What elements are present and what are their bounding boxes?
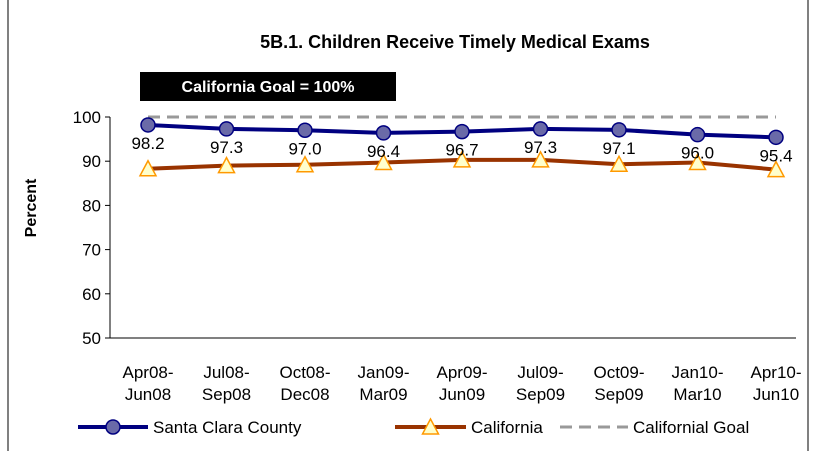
x-tick-label: Oct08-Dec08 bbox=[279, 363, 330, 404]
data-label: 96.7 bbox=[445, 141, 478, 160]
data-label: 96.0 bbox=[681, 144, 714, 163]
point-marker bbox=[452, 150, 472, 168]
y-tick-label: 80 bbox=[82, 196, 101, 215]
point-marker bbox=[611, 122, 627, 138]
x-tick-label: Apr10-Jun10 bbox=[750, 363, 801, 404]
data-label: 97.0 bbox=[288, 139, 321, 158]
x-tick-label: Jan10-Mar10 bbox=[672, 363, 724, 404]
point-marker bbox=[374, 152, 393, 171]
y-tick-label: 50 bbox=[82, 329, 101, 348]
legend-label: California bbox=[471, 418, 543, 437]
point-marker bbox=[140, 117, 156, 133]
annotation-box bbox=[140, 72, 396, 101]
data-label: 97.1 bbox=[602, 139, 635, 158]
x-tick-label: Oct09-Sep09 bbox=[593, 363, 644, 404]
point-marker bbox=[217, 156, 236, 174]
y-tick-label: 60 bbox=[82, 285, 101, 304]
point-marker bbox=[531, 150, 550, 168]
data-label: 98.2 bbox=[131, 134, 164, 153]
y-axis-label: Percent bbox=[23, 178, 40, 237]
x-tick-label: Apr09-Jun09 bbox=[436, 363, 487, 404]
point-marker bbox=[532, 121, 549, 137]
data-label: 97.3 bbox=[524, 138, 557, 157]
x-tick-label: Jul09-Sep09 bbox=[516, 363, 565, 404]
x-tick-label: Jul08-Sep08 bbox=[202, 363, 251, 404]
legend-label: Santa Clara County bbox=[153, 418, 302, 437]
legend-label: Californial Goal bbox=[633, 418, 749, 437]
point-marker bbox=[768, 129, 784, 146]
legend-marker bbox=[105, 419, 121, 435]
point-marker bbox=[218, 121, 235, 137]
point-marker bbox=[138, 159, 158, 177]
point-marker bbox=[375, 125, 392, 141]
chart-title: 5B.1. Children Receive Timely Medical Ex… bbox=[260, 32, 650, 52]
data-label: 96.4 bbox=[367, 142, 400, 161]
point-marker bbox=[609, 154, 629, 173]
legend-marker bbox=[421, 417, 440, 435]
y-tick-label: 70 bbox=[82, 241, 101, 260]
point-marker bbox=[295, 155, 315, 173]
point-marker bbox=[766, 160, 786, 178]
data-label: 95.4 bbox=[759, 146, 792, 165]
point-marker bbox=[689, 126, 706, 143]
y-tick-label: 90 bbox=[82, 152, 101, 171]
annotation: California Goal = 100% bbox=[182, 79, 355, 96]
point-marker bbox=[297, 122, 313, 139]
x-tick-label: Jan09-Mar09 bbox=[358, 363, 410, 404]
chart-frame bbox=[7, 0, 809, 451]
x-tick-label: Apr08-Jun08 bbox=[122, 363, 173, 404]
y-tick-label: 100 bbox=[73, 108, 101, 127]
data-label: 97.3 bbox=[210, 138, 243, 157]
point-marker bbox=[454, 123, 470, 140]
point-marker bbox=[688, 152, 707, 171]
